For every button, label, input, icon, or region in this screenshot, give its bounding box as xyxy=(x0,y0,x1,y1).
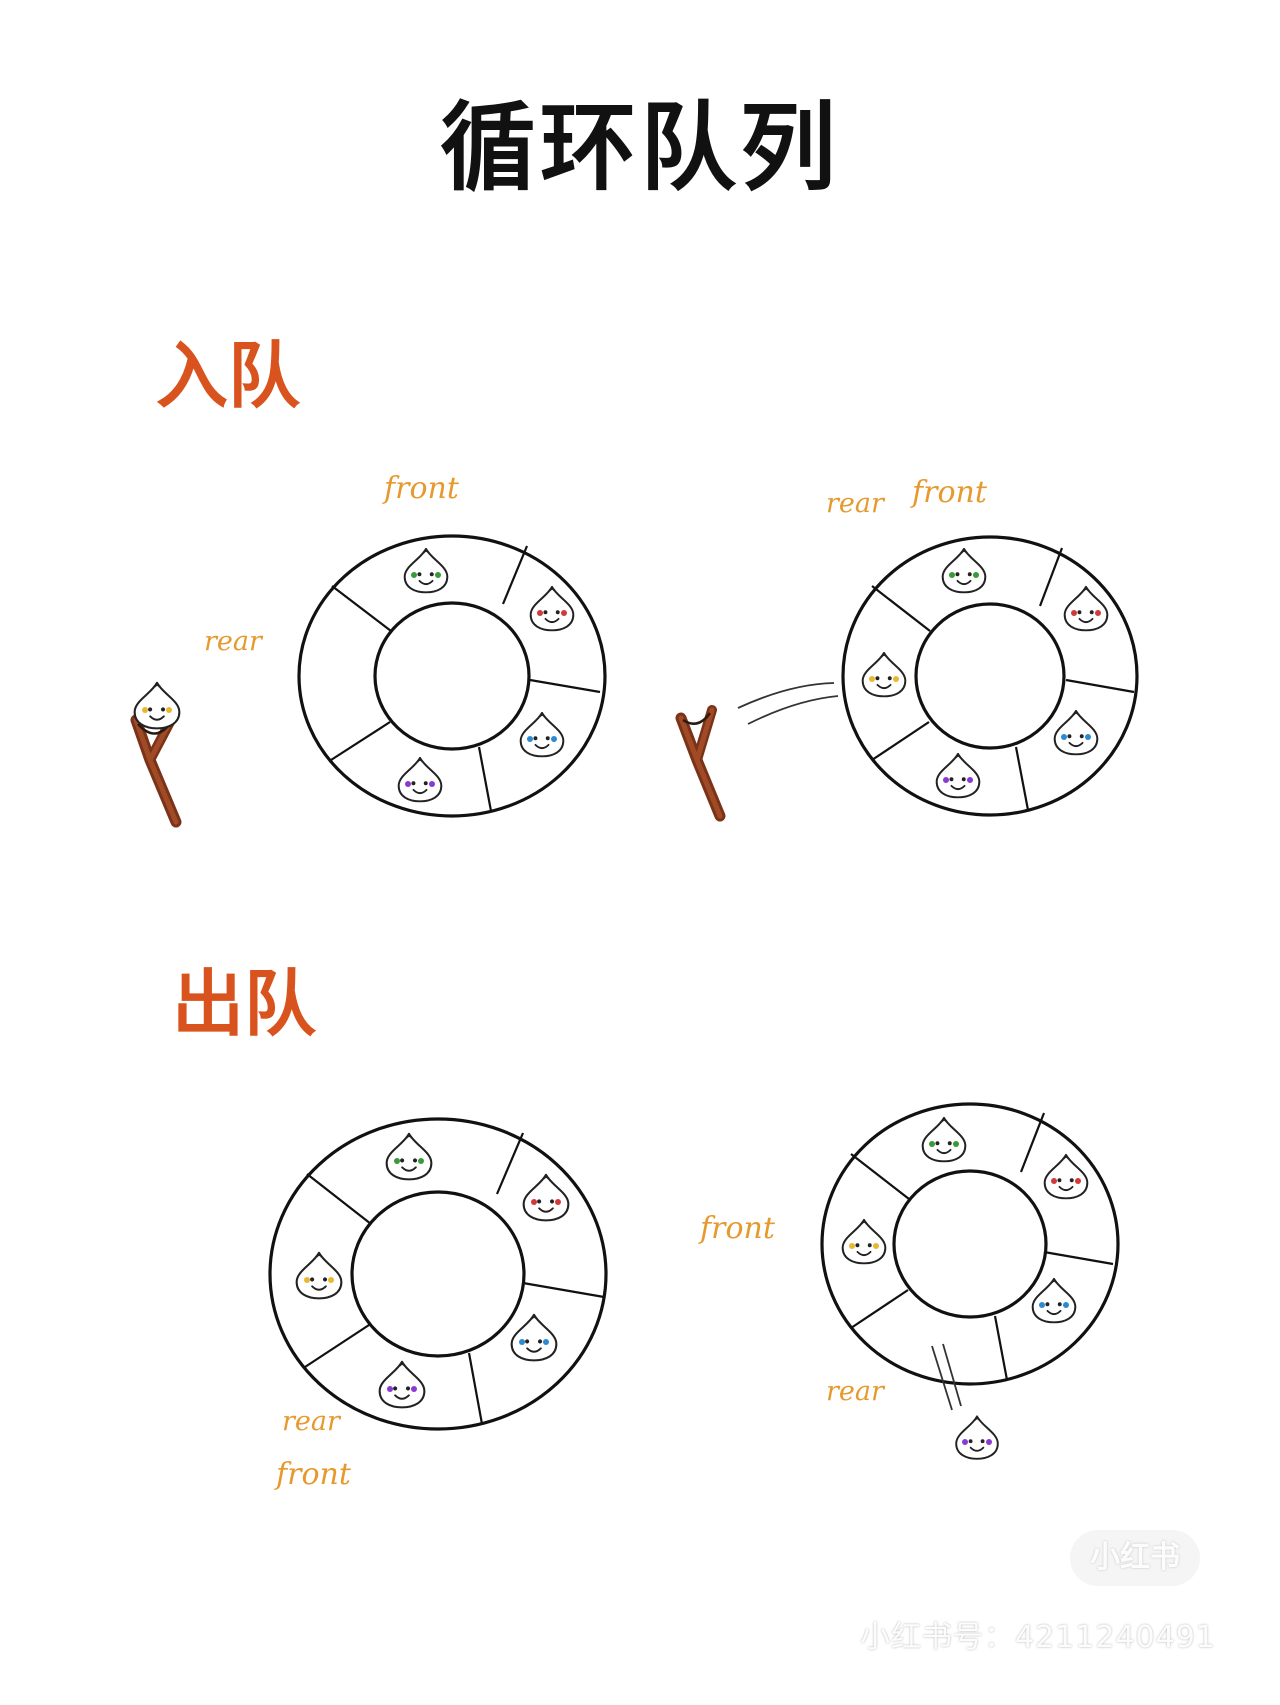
dequeue-after-front-label: front xyxy=(700,1211,775,1246)
ring-dequeue-before xyxy=(268,1117,608,1431)
enqueue-before-front-label: front xyxy=(384,471,459,506)
slingshot-icon xyxy=(130,714,182,828)
drop-item xyxy=(385,1132,433,1181)
drop-item xyxy=(378,1360,426,1409)
dequeue-after-rear-label: rear xyxy=(826,1376,884,1407)
enqueue-heading: 入队 xyxy=(156,334,301,418)
drop-item xyxy=(295,1251,343,1300)
watermark-account: 小红书号：4211240491 xyxy=(860,1620,1216,1655)
dequeue-before-rear-label: rear xyxy=(282,1406,340,1437)
slingshot-icon xyxy=(675,705,726,822)
drop-item xyxy=(1043,1153,1089,1200)
falling-lines xyxy=(931,1343,962,1411)
drop-item xyxy=(397,756,443,803)
drop-item xyxy=(133,681,181,730)
drop-item xyxy=(861,651,907,698)
drop-item xyxy=(522,1173,570,1222)
drop-item xyxy=(529,585,575,632)
drop-item xyxy=(510,1313,558,1362)
drop-item xyxy=(403,547,449,594)
drop-item xyxy=(841,1218,887,1265)
drop-item xyxy=(935,752,981,799)
ring-enqueue-before xyxy=(297,534,607,818)
watermark-logo: 小红书 xyxy=(1070,1530,1200,1586)
drop-item xyxy=(1063,585,1109,632)
enqueue-after-rear-label: rear xyxy=(826,488,884,519)
motion-lines xyxy=(737,682,839,725)
drop-item xyxy=(941,547,987,594)
dequeue-heading: 出队 xyxy=(172,962,317,1046)
drop-item xyxy=(1053,709,1099,756)
dequeue-before-front-label: front xyxy=(276,1457,351,1492)
drop-item xyxy=(955,1415,999,1460)
page-title: 循环队列 xyxy=(440,92,840,204)
ring-dequeue-after xyxy=(820,1102,1120,1386)
drop-item xyxy=(921,1116,967,1163)
drop-item xyxy=(519,711,565,758)
enqueue-before-rear-label: rear xyxy=(204,626,262,657)
ring-enqueue-after xyxy=(841,535,1139,817)
drop-item xyxy=(1031,1277,1077,1324)
enqueue-after-front-label: front xyxy=(912,475,987,510)
